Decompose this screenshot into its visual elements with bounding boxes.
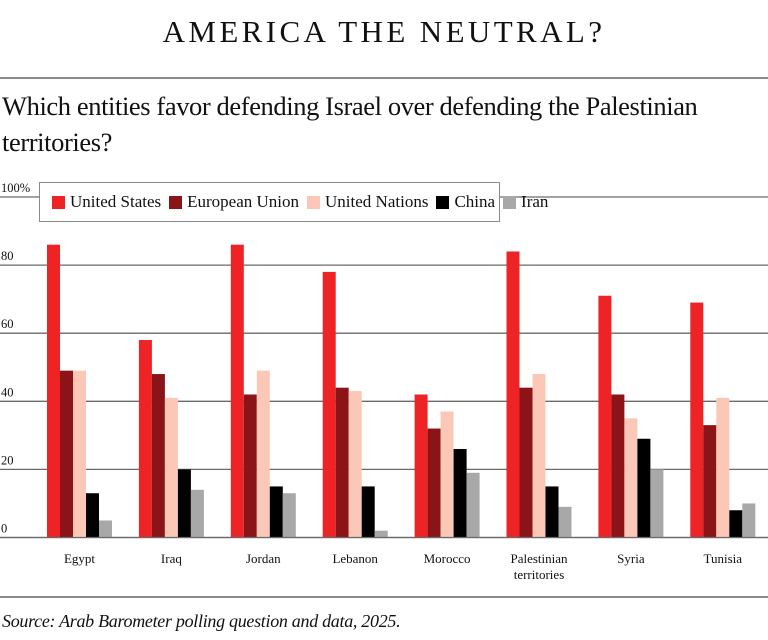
y-axis-ticks: 0 20 40 60 80 100%	[1, 181, 30, 536]
legend-swatch	[52, 195, 65, 209]
y-tick-label: 20	[1, 453, 14, 467]
y-tick-label: 40	[1, 385, 14, 399]
x-axis-labels: Egypt Iraq Jordan Lebanon Morocco Palestinian…	[64, 551, 742, 582]
x-tick-label: Egypt	[64, 551, 95, 566]
legend-item-china: China	[436, 192, 495, 212]
bar-united-states-egypt	[47, 244, 60, 538]
bar-united-states-jordan	[230, 244, 244, 538]
bar-united-states-syria	[598, 295, 612, 538]
bar-united-nations-jordan	[256, 370, 270, 538]
bar-united-states-lebanon	[322, 271, 336, 538]
bar-united-states-tunisia	[690, 302, 704, 538]
legend-item-united-nations: United Nations	[307, 192, 428, 212]
legend: United States European Union United Nation…	[39, 182, 548, 222]
bars	[0, 244, 768, 539]
bar-european-union-egypt	[60, 370, 73, 538]
bar-united-states-morocco	[414, 394, 428, 538]
chart-subtitle: Which entities favor defending Israel ov…	[2, 91, 698, 157]
x-tick-label: Lebanon	[332, 551, 378, 566]
y-tick-label: 0	[1, 522, 7, 536]
bar-european-union-palestinian-territories	[519, 387, 533, 538]
legend-swatch	[436, 195, 450, 209]
bar-china-morocco	[453, 448, 467, 538]
bar-iran-palestinian-territories	[558, 506, 572, 538]
bar-united-nations-egypt	[73, 370, 86, 538]
bar-united-nations-iraq	[164, 397, 178, 538]
bar-iran-syria	[650, 469, 664, 538]
bar-iran-lebanon	[374, 530, 388, 538]
bar-united-nations-syria	[624, 418, 638, 538]
bar-china-syria	[637, 438, 651, 538]
bar-european-union-iraq	[151, 374, 165, 538]
legend-swatch	[169, 195, 183, 209]
legend-label: China	[454, 192, 496, 211]
bar-iran-tunisia	[742, 503, 756, 538]
bar-united-states-iraq	[138, 340, 152, 538]
x-tick-label: Syria	[617, 551, 645, 566]
bar-china-jordan	[269, 486, 283, 538]
header-divider	[0, 77, 768, 79]
bar-united-nations-lebanon	[348, 391, 362, 538]
legend-label: United Nations	[325, 192, 429, 211]
x-tick-label: Palestinian territories	[510, 551, 568, 582]
bar-united-nations-tunisia	[716, 397, 730, 538]
legend-swatch	[307, 195, 321, 209]
legend-label: European Union	[187, 192, 300, 211]
bar-european-union-tunisia	[703, 425, 717, 538]
bar-iran-jordan	[282, 493, 296, 538]
bar-united-nations-morocco	[440, 411, 454, 538]
legend-label: Iran	[521, 192, 549, 211]
bar-european-union-jordan	[243, 394, 257, 538]
legend-item-united-states: United States	[52, 192, 161, 212]
y-tick-label: 60	[1, 317, 14, 331]
legend-item-iran: Iran	[503, 192, 548, 212]
footer-divider	[0, 596, 768, 598]
bar-china-egypt	[86, 493, 99, 538]
y-tick-label: 80	[1, 249, 14, 263]
x-tick-label: Jordan	[246, 551, 281, 566]
x-tick-label: Tunisia	[704, 551, 743, 566]
bar-iran-egypt	[99, 520, 112, 538]
bar-china-tunisia	[729, 510, 743, 538]
bar-china-iraq	[177, 469, 191, 538]
bar-european-union-morocco	[427, 428, 441, 538]
bar-iran-iraq	[190, 489, 204, 538]
legend-label: United States	[70, 192, 162, 211]
source-note: Source: Arab Barometer polling question …	[2, 611, 401, 631]
bar-european-union-lebanon	[335, 387, 349, 538]
chart-title: AMERICA THE NEUTRAL?	[162, 14, 606, 49]
legend-swatch	[503, 195, 517, 209]
bar-united-states-palestinian-territories	[506, 251, 520, 538]
bar-european-union-syria	[611, 394, 625, 538]
bar-united-nations-palestinian-territories	[532, 374, 546, 538]
bar-iran-morocco	[466, 472, 480, 538]
x-tick-label: Iraq	[161, 551, 182, 566]
bar-china-palestinian-territories	[545, 486, 559, 538]
legend-item-european-union: European Union	[169, 192, 299, 212]
bar-china-lebanon	[361, 486, 375, 538]
y-tick-label: 100%	[1, 181, 30, 195]
x-tick-label: Morocco	[424, 551, 471, 566]
